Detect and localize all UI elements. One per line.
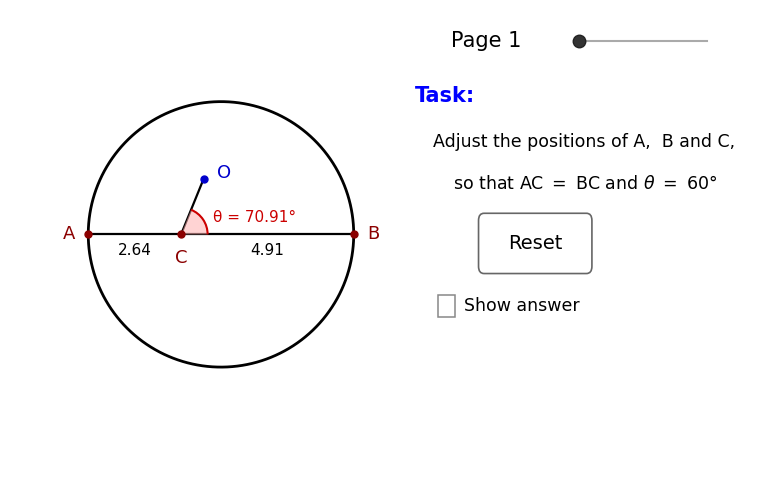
Text: 4.91: 4.91 (251, 243, 284, 258)
Text: Adjust the positions of A,  B and C,: Adjust the positions of A, B and C, (433, 133, 735, 151)
Text: Show answer: Show answer (464, 297, 580, 315)
FancyBboxPatch shape (479, 213, 592, 274)
Text: A: A (62, 226, 75, 243)
Text: so that AC $=$ BC and $\theta$ $=$ 60$\degree$: so that AC $=$ BC and $\theta$ $=$ 60$\d… (453, 175, 717, 193)
Text: Reset: Reset (508, 234, 562, 253)
Text: B: B (367, 226, 379, 243)
Text: Page 1: Page 1 (451, 31, 521, 51)
Text: 2.64: 2.64 (117, 243, 152, 258)
Text: O: O (217, 164, 231, 182)
Bar (438, 295, 455, 317)
Text: θ = 70.91°: θ = 70.91° (213, 210, 296, 225)
Text: Task:: Task: (415, 86, 475, 107)
Wedge shape (181, 210, 207, 234)
Text: C: C (174, 249, 187, 267)
